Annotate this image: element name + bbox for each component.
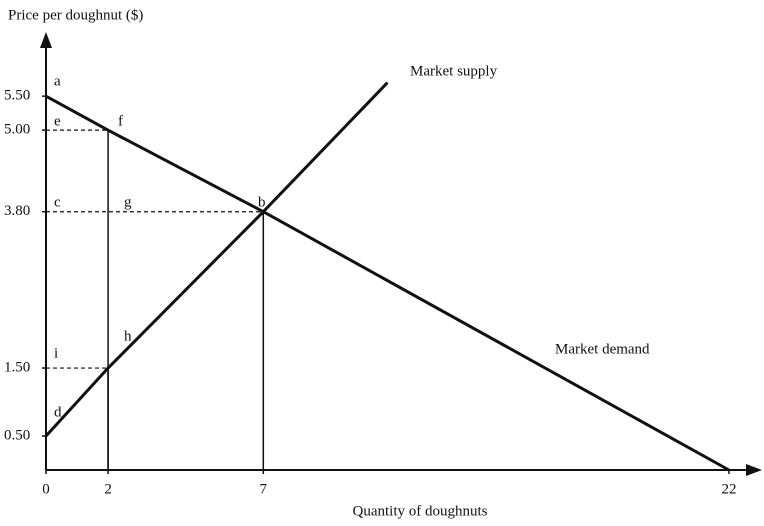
series-label: Market supply [410,63,498,79]
point-label: a [54,73,61,89]
y-axis-label: Price per doughnut ($) [8,7,143,23]
series-line [44,81,389,438]
y-tick-label: 5.00 [4,122,30,138]
point-label: e [54,113,61,129]
x-axis-label: Quantity of doughnuts [353,503,488,519]
x-tick-label: 2 [104,481,112,497]
point-label: h [124,328,132,344]
point-label: g [124,194,132,210]
y-tick-label: 1.50 [4,359,30,375]
point-label: b [258,194,266,210]
point-label: f [118,113,123,129]
x-axis-arrow [746,464,762,476]
x-tick-label: 0 [42,481,50,497]
point-label: d [54,404,62,420]
y-tick-label: 3.80 [4,203,30,219]
point-label: c [54,194,61,210]
x-tick-label: 22 [721,481,736,497]
x-tick-label: 7 [260,481,268,497]
series-line [45,94,730,472]
y-tick-label: 5.50 [4,88,30,104]
point-label: i [54,345,58,361]
y-tick-label: 0.50 [4,427,30,443]
y-axis-arrow [40,32,52,48]
series-label: Market demand [555,341,650,357]
